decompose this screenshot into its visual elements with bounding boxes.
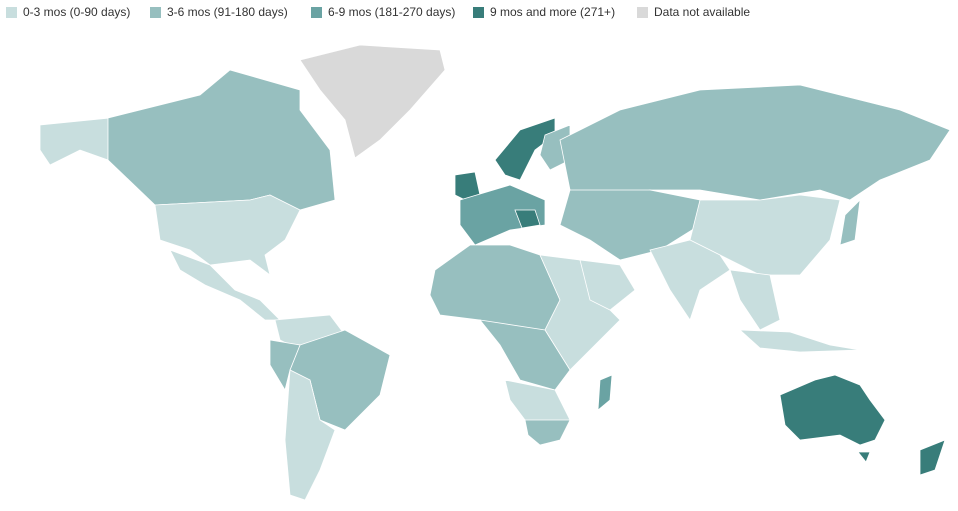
legend-label: 0-3 mos (0-90 days)	[23, 5, 130, 19]
country	[597, 374, 613, 411]
legend-label: 3-6 mos (91-180 days)	[167, 5, 288, 19]
country	[729, 269, 781, 331]
country	[154, 194, 301, 276]
country	[107, 69, 336, 211]
legend-swatch	[150, 7, 161, 18]
country	[649, 239, 731, 321]
country	[299, 44, 446, 159]
country	[779, 374, 886, 446]
countries	[39, 44, 951, 501]
country	[919, 439, 946, 476]
legend-swatch	[473, 7, 484, 18]
country	[459, 184, 546, 246]
country	[169, 249, 281, 321]
country	[857, 451, 871, 463]
country	[738, 329, 861, 353]
country	[524, 419, 571, 446]
country	[839, 198, 861, 246]
country	[504, 379, 571, 426]
legend-label: 9 mos and more (271+)	[490, 5, 615, 19]
country	[269, 339, 301, 392]
legend: 0-3 mos (0-90 days) 3-6 mos (91-180 days)…	[6, 5, 750, 19]
country	[559, 84, 951, 201]
country	[539, 124, 571, 171]
country	[39, 117, 111, 166]
legend-swatch	[311, 7, 322, 18]
country	[429, 244, 561, 331]
legend-label: 6-9 mos (181-270 days)	[328, 5, 455, 19]
country	[514, 209, 541, 229]
country	[284, 369, 336, 501]
legend-swatch	[637, 7, 648, 18]
country	[579, 259, 636, 311]
legend-label: Data not available	[654, 5, 750, 19]
legend-swatch	[6, 7, 17, 18]
